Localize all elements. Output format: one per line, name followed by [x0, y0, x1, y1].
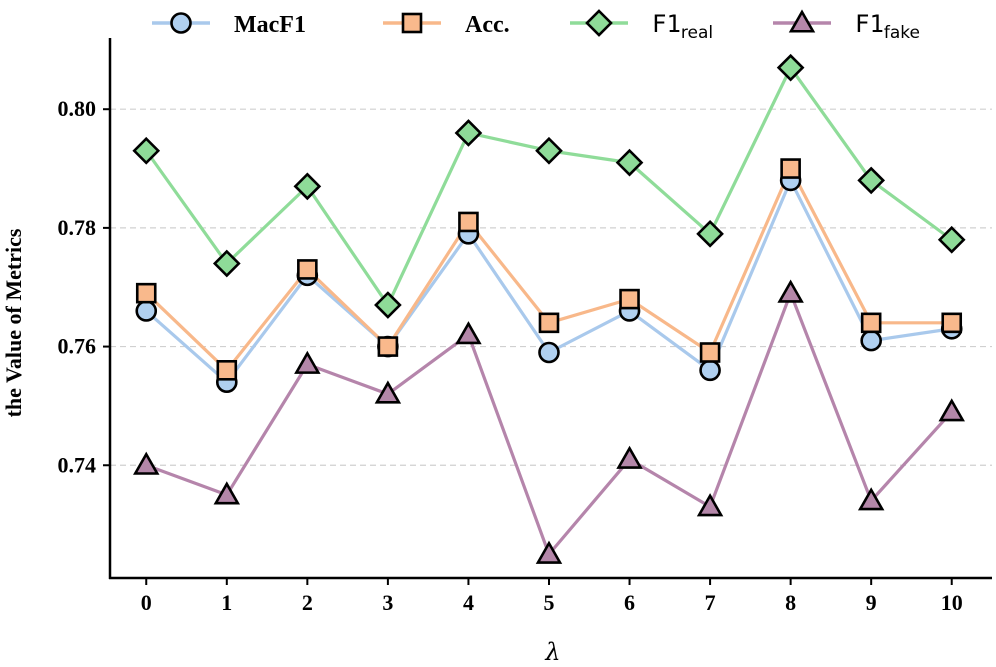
x-tick-label: 9 [866, 590, 877, 615]
data-point-f1fake [535, 540, 563, 564]
legend: MacF1 Acc. F1real F1fake [152, 9, 920, 43]
legend-label: F1real [652, 10, 713, 43]
data-point-acc [135, 282, 157, 304]
data-point-f1real [615, 148, 644, 177]
data-point-f1fake [455, 321, 482, 345]
x-axis-label: λ [544, 638, 560, 666]
x-tick-label: 6 [624, 590, 635, 615]
series-markers-macf1 [135, 169, 963, 393]
series-markers [132, 53, 966, 564]
data-point-f1real [212, 249, 241, 278]
y-tick-label: 0.78 [58, 215, 97, 240]
data-point-acc [216, 360, 238, 381]
y-ticks: 0.74 0.76 0.78 0.80 [58, 96, 110, 477]
data-point-acc [297, 259, 318, 280]
legend-marker-diamond [585, 9, 613, 37]
data-point-f1fake [213, 481, 241, 505]
y-tick-label: 0.80 [58, 96, 97, 121]
x-tick-label: 3 [382, 590, 393, 615]
legend-label: F1fake [855, 10, 920, 43]
data-point-f1real [776, 53, 805, 82]
data-point-acc [458, 211, 479, 233]
y-tick-label: 0.74 [58, 452, 97, 477]
data-point-macf1 [135, 300, 158, 322]
legend-item-macf1: MacF1 [152, 12, 306, 38]
data-point-f1fake [133, 451, 160, 475]
x-tick-label: 0 [141, 590, 152, 615]
data-point-acc [860, 312, 882, 334]
data-point-acc [377, 336, 399, 357]
x-tick-label: 8 [785, 590, 796, 615]
legend-marker-circle [170, 12, 192, 34]
legend-label-subscript: fake [884, 23, 920, 43]
data-point-acc [619, 288, 640, 310]
legend-item-acc: Acc. [383, 12, 510, 38]
x-tick-label: 4 [463, 590, 474, 615]
series-markers-f1real [132, 53, 966, 319]
x-tick-label: 5 [543, 590, 554, 615]
series-markers-acc [135, 158, 963, 381]
data-point-f1real [696, 219, 724, 248]
data-point-f1fake [374, 380, 402, 404]
legend-label-subscript: real [681, 23, 713, 43]
legend-marker-triangle [788, 9, 816, 33]
legend-marker-square [401, 12, 423, 34]
data-point-f1real [937, 225, 966, 254]
data-point-f1real [293, 172, 322, 201]
legend-label: Acc. [465, 12, 510, 38]
x-tick-label: 2 [302, 590, 313, 615]
data-point-macf1 [538, 341, 560, 364]
data-point-macf1 [699, 359, 721, 382]
data-point-f1real [454, 119, 483, 147]
series-markers-f1fake [133, 279, 965, 564]
data-point-f1real [857, 166, 886, 195]
legend-item-f1fake: F1fake [773, 9, 920, 43]
y-axis-label: the Value of Metrics [1, 228, 26, 417]
data-point-f1real [535, 136, 563, 165]
data-point-macf1 [860, 329, 882, 352]
data-point-f1fake [294, 350, 321, 374]
x-tick-label: 1 [221, 590, 232, 615]
series-line-acc [145, 166, 952, 372]
data-point-f1real [374, 291, 402, 319]
data-point-f1fake [857, 487, 885, 511]
data-point-f1fake [938, 398, 965, 422]
x-tick-label: 7 [705, 590, 716, 615]
data-point-acc [941, 312, 963, 334]
data-point-f1fake [696, 493, 724, 517]
data-point-acc [699, 342, 721, 363]
data-point-f1fake [616, 445, 643, 469]
y-tick-label: 0.76 [58, 334, 97, 359]
legend-item-f1real: F1real [570, 9, 713, 43]
axes [108, 38, 992, 580]
series-line-f1real [144, 66, 953, 307]
data-point-f1real [132, 136, 161, 165]
x-tick-label: 10 [941, 590, 963, 615]
data-point-f1fake [777, 279, 804, 303]
data-point-acc [538, 312, 560, 334]
legend-label: MacF1 [234, 12, 306, 38]
data-point-acc [780, 158, 801, 179]
x-ticks: 0 1 2 3 4 5 6 7 8 9 10 [141, 578, 963, 615]
